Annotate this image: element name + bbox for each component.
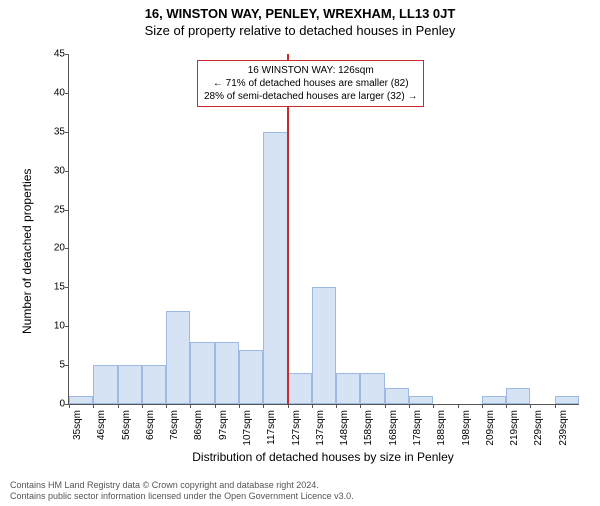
x-tick-mark bbox=[118, 404, 119, 408]
x-tick-mark bbox=[190, 404, 191, 408]
x-tick-mark bbox=[385, 404, 386, 408]
histogram-bar bbox=[555, 396, 579, 404]
x-tick-mark bbox=[166, 404, 167, 408]
x-tick-label: 188sqm bbox=[436, 410, 447, 446]
histogram-bar bbox=[385, 388, 409, 404]
x-tick-label: 66sqm bbox=[145, 410, 156, 440]
info-box: 16 WINSTON WAY: 126sqm← 71% of detached … bbox=[197, 60, 424, 107]
histogram-bar bbox=[482, 396, 506, 404]
x-tick-label: 168sqm bbox=[388, 410, 399, 446]
x-tick-label: 219sqm bbox=[509, 410, 520, 446]
histogram-bar bbox=[263, 132, 287, 404]
x-tick-label: 56sqm bbox=[121, 410, 132, 440]
y-tick-label: 35 bbox=[39, 126, 65, 137]
attribution-text: Contains HM Land Registry data © Crown c… bbox=[10, 480, 354, 502]
x-tick-label: 198sqm bbox=[461, 410, 472, 446]
y-tick-label: 25 bbox=[39, 204, 65, 215]
x-tick-label: 35sqm bbox=[72, 410, 83, 440]
y-tick-mark bbox=[65, 210, 69, 211]
y-tick-label: 20 bbox=[39, 243, 65, 254]
x-tick-label: 148sqm bbox=[339, 410, 350, 446]
y-tick-mark bbox=[65, 171, 69, 172]
x-tick-mark bbox=[69, 404, 70, 408]
x-tick-label: 86sqm bbox=[193, 410, 204, 440]
histogram-bar bbox=[142, 365, 166, 404]
page-title: 16, WINSTON WAY, PENLEY, WREXHAM, LL13 0… bbox=[0, 6, 600, 21]
x-tick-mark bbox=[433, 404, 434, 408]
histogram-bar bbox=[215, 342, 239, 404]
x-tick-mark bbox=[336, 404, 337, 408]
x-axis-label: Distribution of detached houses by size … bbox=[68, 450, 578, 464]
x-tick-label: 46sqm bbox=[96, 410, 107, 440]
x-tick-mark bbox=[93, 404, 94, 408]
y-tick-mark bbox=[65, 248, 69, 249]
x-tick-label: 229sqm bbox=[533, 410, 544, 446]
info-box-line: ← 71% of detached houses are smaller (82… bbox=[204, 77, 417, 90]
chart-container: Number of detached properties 0510152025… bbox=[48, 54, 578, 434]
info-box-line: 28% of semi-detached houses are larger (… bbox=[204, 90, 417, 103]
x-tick-label: 178sqm bbox=[412, 410, 423, 446]
x-tick-mark bbox=[142, 404, 143, 408]
x-tick-label: 127sqm bbox=[291, 410, 302, 446]
x-tick-mark bbox=[239, 404, 240, 408]
attribution-line: Contains public sector information licen… bbox=[10, 491, 354, 502]
x-tick-label: 158sqm bbox=[363, 410, 374, 446]
x-tick-mark bbox=[409, 404, 410, 408]
y-tick-label: 10 bbox=[39, 321, 65, 332]
y-tick-label: 0 bbox=[39, 399, 65, 410]
y-tick-mark bbox=[65, 93, 69, 94]
histogram-bar bbox=[506, 388, 530, 404]
x-tick-label: 76sqm bbox=[169, 410, 180, 440]
x-tick-mark bbox=[360, 404, 361, 408]
x-tick-mark bbox=[506, 404, 507, 408]
x-tick-label: 117sqm bbox=[266, 410, 277, 445]
y-axis-label: Number of detached properties bbox=[20, 169, 34, 334]
x-tick-mark bbox=[482, 404, 483, 408]
y-tick-label: 5 bbox=[39, 360, 65, 371]
histogram-bar bbox=[190, 342, 214, 404]
x-tick-mark bbox=[312, 404, 313, 408]
x-tick-mark bbox=[215, 404, 216, 408]
y-tick-label: 30 bbox=[39, 165, 65, 176]
x-tick-mark bbox=[263, 404, 264, 408]
info-box-line: 16 WINSTON WAY: 126sqm bbox=[204, 64, 417, 77]
x-tick-label: 239sqm bbox=[558, 410, 569, 446]
attribution-line: Contains HM Land Registry data © Crown c… bbox=[10, 480, 354, 491]
y-tick-label: 40 bbox=[39, 87, 65, 98]
x-tick-mark bbox=[555, 404, 556, 408]
x-tick-label: 97sqm bbox=[218, 410, 229, 440]
histogram-bar bbox=[360, 373, 384, 404]
y-tick-mark bbox=[65, 365, 69, 366]
histogram-bar bbox=[93, 365, 117, 404]
x-tick-mark bbox=[530, 404, 531, 408]
histogram-bar bbox=[409, 396, 433, 404]
y-tick-mark bbox=[65, 132, 69, 133]
y-tick-mark bbox=[65, 326, 69, 327]
histogram-plot: 05101520253035404535sqm46sqm56sqm66sqm76… bbox=[68, 54, 579, 405]
y-tick-mark bbox=[65, 287, 69, 288]
histogram-bar bbox=[69, 396, 93, 404]
x-tick-label: 137sqm bbox=[315, 410, 326, 446]
x-tick-mark bbox=[458, 404, 459, 408]
histogram-bar bbox=[166, 311, 190, 404]
y-tick-label: 45 bbox=[39, 49, 65, 60]
page-subtitle: Size of property relative to detached ho… bbox=[0, 23, 600, 38]
y-tick-mark bbox=[65, 54, 69, 55]
histogram-bar bbox=[336, 373, 360, 404]
histogram-bar bbox=[312, 287, 336, 404]
histogram-bar bbox=[288, 373, 312, 404]
y-tick-label: 15 bbox=[39, 282, 65, 293]
histogram-bar bbox=[118, 365, 142, 404]
x-tick-mark bbox=[288, 404, 289, 408]
x-tick-label: 107sqm bbox=[242, 410, 253, 446]
histogram-bar bbox=[239, 350, 263, 404]
x-tick-label: 209sqm bbox=[485, 410, 496, 446]
